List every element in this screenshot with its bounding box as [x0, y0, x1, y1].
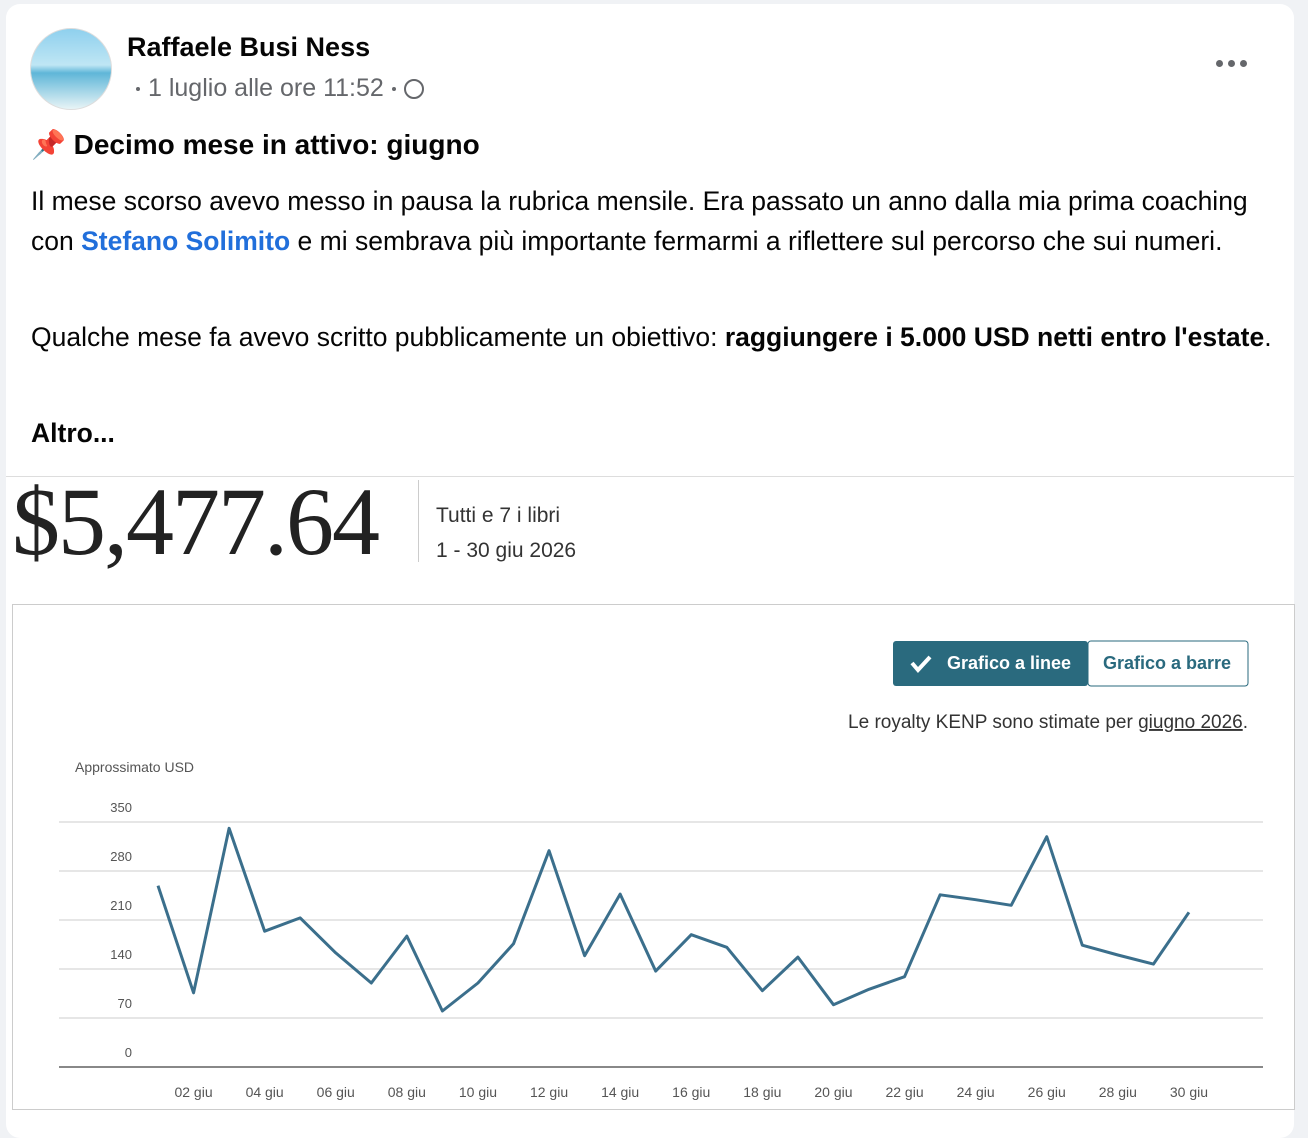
- y-tick-label: 350: [110, 800, 132, 815]
- mention-link[interactable]: Stefano Solimito: [81, 226, 291, 256]
- button-label: Grafico a linee: [947, 653, 1071, 673]
- chart-panel: [12, 604, 1295, 1110]
- period: 1 - 30 giu 2026: [436, 539, 577, 562]
- x-tick-label: 08 giu: [388, 1084, 426, 1100]
- y-tick-label: 70: [118, 996, 132, 1011]
- text: Le royalty KENP sono stimate per: [848, 712, 1138, 733]
- y-tick-label: 0: [125, 1045, 132, 1060]
- author[interactable]: Raffaele Busi Ness: [127, 32, 371, 62]
- timestamp[interactable]: 1 luglio alle ore 11:52: [148, 74, 384, 102]
- x-tick-label: 24 giu: [957, 1084, 995, 1100]
- post-title: 📌 Decimo mese in attivo: giugno: [31, 129, 480, 160]
- post-meta: 1 luglio alle ore 11:52: [136, 74, 424, 103]
- see-more[interactable]: Altro...: [31, 418, 115, 448]
- button-label: Grafico a barre: [1103, 653, 1231, 673]
- x-tick-label: 18 giu: [743, 1084, 781, 1100]
- y-axis-label: Approssimato USD: [75, 759, 194, 775]
- bar-chart-button[interactable]: [1087, 640, 1249, 687]
- more-options[interactable]: [1216, 60, 1247, 67]
- separator: [418, 480, 419, 562]
- paragraph: Il mese scorso avevo messo in pausa la r…: [31, 181, 1276, 261]
- text: .: [1243, 712, 1248, 733]
- text: .: [1264, 322, 1272, 352]
- bold-text: raggiungere i 5.000 USD netti entro l'es…: [724, 322, 1265, 352]
- x-tick-label: 26 giu: [1028, 1084, 1066, 1100]
- x-tick-label: 12 giu: [530, 1084, 568, 1100]
- separator: [391, 86, 396, 91]
- avatar[interactable]: [30, 28, 112, 110]
- kenp-note: Le royalty KENP sono stimate per giugno …: [848, 712, 1248, 733]
- text: Qualche mese fa avevo scritto pubblicame…: [31, 322, 725, 352]
- x-tick-label: 14 giu: [601, 1084, 639, 1100]
- text: e mi sembrava più importante fermarmi a …: [290, 226, 1223, 256]
- x-tick-label: 16 giu: [672, 1084, 710, 1100]
- scope: Tutti e 7 i libri: [436, 504, 561, 527]
- x-tick-label: 20 giu: [814, 1084, 852, 1100]
- x-tick-label: 02 giu: [174, 1084, 212, 1100]
- period-link[interactable]: giugno 2026: [1138, 712, 1243, 733]
- y-tick-label: 280: [110, 849, 132, 864]
- check-icon: [910, 655, 932, 674]
- y-tick-label: 210: [110, 898, 132, 913]
- x-tick-label: 30 giu: [1170, 1084, 1208, 1100]
- x-tick-label: 04 giu: [246, 1084, 284, 1100]
- x-tick-label: 10 giu: [459, 1084, 497, 1100]
- x-tick-label: 28 giu: [1099, 1084, 1137, 1100]
- data-line: [156, 826, 1191, 1013]
- total-earnings: $5,477.64: [12, 468, 380, 575]
- separator: [136, 86, 140, 91]
- x-tick-label: 22 giu: [885, 1084, 923, 1100]
- text: Il mese scorso avevo messo in pausa la r…: [31, 186, 1248, 256]
- chart: Grafico a linee Grafico a barre Le royal…: [12, 604, 1295, 1110]
- y-tick-label: 140: [110, 947, 132, 962]
- divider: [6, 476, 1294, 477]
- x-tick-label: 06 giu: [317, 1084, 355, 1100]
- audience-icon[interactable]: [403, 78, 424, 99]
- line-chart-button[interactable]: [893, 641, 1088, 686]
- paragraph: Qualche mese fa avevo scritto pubblicame…: [31, 317, 1276, 357]
